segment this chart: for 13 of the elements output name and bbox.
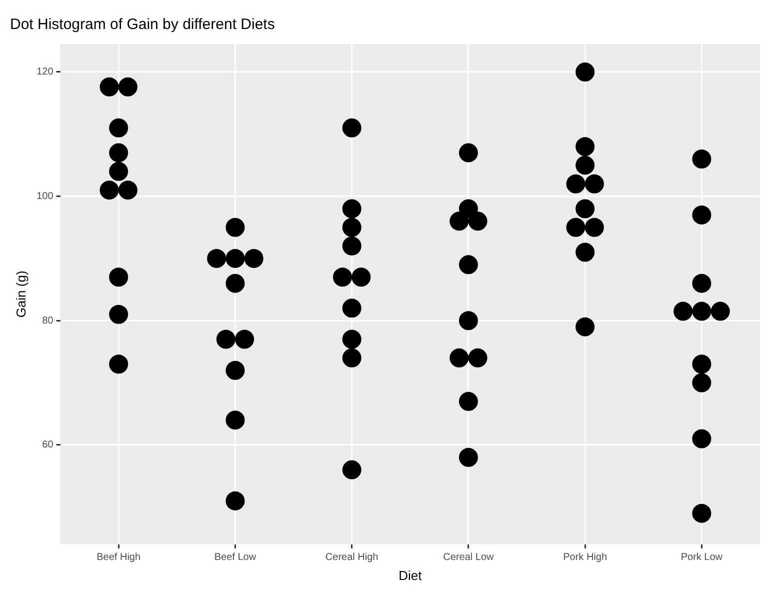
- y-tick-label: 100: [36, 191, 54, 202]
- chart-title: Dot Histogram of Gain by different Diets: [10, 16, 275, 34]
- x-tick-label: Cereal High: [325, 552, 378, 564]
- x-tick-label: Beef High: [96, 552, 141, 564]
- y-axis-title: Gain (g): [13, 270, 28, 318]
- y-tick-label: 120: [36, 66, 54, 78]
- x-axis-title: Diet: [398, 568, 422, 583]
- y-tick-label: 80: [42, 315, 54, 326]
- x-tick-label: Beef Low: [214, 552, 257, 564]
- y-tick-label: 60: [42, 440, 54, 451]
- x-tick-label: Cereal Low: [443, 552, 495, 564]
- x-tick-label: Pork Low: [680, 552, 724, 564]
- x-tick-label: Pork High: [563, 552, 608, 564]
